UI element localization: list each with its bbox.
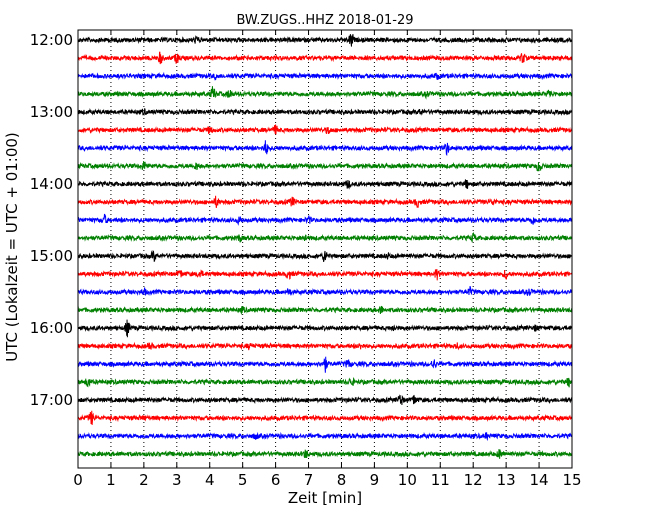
trace-line bbox=[77, 195, 573, 209]
x-tick-label: 5 bbox=[238, 471, 248, 489]
x-axis: 0 1 2 3 4 5 6 7 8 9 10 11 12 13 14 15 bbox=[73, 30, 582, 489]
y-tick-label: 17:00 bbox=[30, 391, 73, 409]
trace-line bbox=[77, 341, 573, 351]
x-tick-label: 13 bbox=[497, 471, 516, 489]
trace-line bbox=[77, 51, 573, 65]
trace-line bbox=[77, 34, 573, 47]
trace-line bbox=[77, 179, 573, 190]
x-tick-label: 14 bbox=[530, 471, 549, 489]
y-axis-label: UTC (Lokalzeit = UTC + 01:00) bbox=[3, 132, 21, 362]
trace-line bbox=[77, 305, 573, 316]
trace-line bbox=[77, 431, 573, 442]
x-tick-label: 2 bbox=[139, 471, 149, 489]
x-tick-label: 1 bbox=[106, 471, 116, 489]
trace-line bbox=[77, 86, 573, 100]
x-axis-label: Zeit [min] bbox=[288, 489, 362, 507]
x-tick-label: 0 bbox=[73, 471, 83, 489]
trace-line bbox=[77, 285, 573, 297]
x-tick-label: 11 bbox=[431, 471, 450, 489]
y-tick-label: 16:00 bbox=[30, 319, 73, 337]
trace-line bbox=[77, 124, 573, 135]
y-tick-label: 14:00 bbox=[30, 175, 73, 193]
x-tick-label: 10 bbox=[398, 471, 417, 489]
x-tick-label: 9 bbox=[370, 471, 380, 489]
x-tick-label: 4 bbox=[205, 471, 215, 489]
trace-line bbox=[77, 213, 573, 226]
trace-line bbox=[77, 161, 573, 172]
chart-title: BW.ZUGS..HHZ 2018-01-29 bbox=[236, 13, 413, 28]
x-tick-label: 7 bbox=[304, 471, 314, 489]
plot-frame bbox=[77, 29, 573, 469]
y-axis: 12:00 13:00 14:00 15:00 16:00 17:00 bbox=[30, 31, 572, 409]
x-tick-label: 8 bbox=[337, 471, 347, 489]
x-tick-label: 12 bbox=[464, 471, 483, 489]
trace-line bbox=[77, 108, 573, 116]
y-tick-label: 12:00 bbox=[30, 31, 73, 49]
trace-line bbox=[77, 140, 573, 157]
trace-line bbox=[77, 319, 573, 338]
seismic-traces bbox=[77, 34, 573, 459]
trace-line bbox=[77, 394, 573, 405]
trace-line bbox=[77, 356, 573, 373]
trace-line bbox=[77, 269, 573, 281]
x-tick-label: 3 bbox=[172, 471, 182, 489]
trace-line bbox=[77, 71, 573, 82]
x-tick-label: 6 bbox=[271, 471, 281, 489]
trace-line bbox=[77, 377, 573, 388]
x-tick-label: 15 bbox=[562, 471, 581, 489]
trace-line bbox=[77, 449, 573, 459]
trace-line bbox=[77, 231, 573, 243]
y-tick-label: 13:00 bbox=[30, 103, 73, 121]
y-tick-label: 15:00 bbox=[30, 247, 73, 265]
trace-line bbox=[77, 410, 573, 425]
trace-line bbox=[77, 250, 573, 263]
